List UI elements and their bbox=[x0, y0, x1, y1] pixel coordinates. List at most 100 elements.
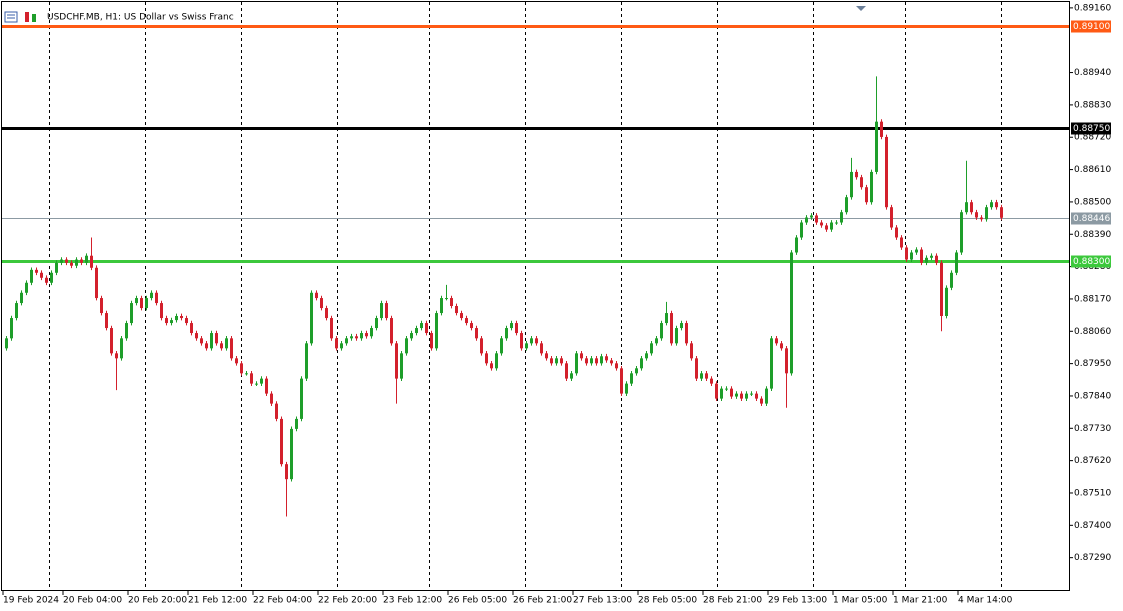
candle-body bbox=[135, 298, 138, 304]
candle-body bbox=[455, 305, 458, 314]
candle-body bbox=[495, 353, 498, 369]
candle-body bbox=[875, 121, 878, 172]
candle-body bbox=[490, 363, 493, 369]
candle-body bbox=[375, 318, 378, 329]
candle-body bbox=[905, 247, 908, 260]
candle-body bbox=[865, 187, 868, 203]
x-tick-label: 20 Feb 04:00 bbox=[63, 596, 122, 606]
candle-body bbox=[90, 255, 93, 268]
candle-body bbox=[115, 353, 118, 359]
candle-body bbox=[805, 217, 808, 223]
candle-body bbox=[505, 328, 508, 339]
candle-body bbox=[830, 222, 833, 230]
x-tick-label: 26 Feb 21:00 bbox=[513, 596, 572, 606]
candle-body bbox=[585, 358, 588, 364]
candle-body bbox=[345, 338, 348, 344]
candle-body bbox=[595, 358, 598, 364]
candle-body bbox=[500, 338, 503, 354]
y-tick-label: 0.88060 bbox=[1074, 327, 1111, 337]
candle-body bbox=[140, 298, 143, 309]
candle-body bbox=[570, 373, 573, 379]
menu-icon[interactable] bbox=[4, 11, 18, 23]
candle-body bbox=[540, 343, 543, 354]
candle-body bbox=[850, 171, 853, 198]
level-label: 0.88750 bbox=[1073, 124, 1110, 134]
candles bbox=[5, 76, 1003, 517]
candle-body bbox=[310, 292, 313, 344]
candle-body bbox=[450, 298, 453, 306]
candle-body bbox=[415, 328, 418, 334]
candle-body bbox=[360, 333, 363, 339]
candle-body bbox=[430, 333, 433, 349]
candle-body bbox=[45, 277, 48, 283]
candle-body bbox=[55, 262, 58, 273]
candle-body bbox=[185, 318, 188, 324]
candle-body bbox=[650, 343, 653, 354]
y-tick-label: 0.87730 bbox=[1074, 424, 1111, 434]
candle-body bbox=[800, 222, 803, 238]
y-tick-label: 0.88170 bbox=[1074, 294, 1111, 304]
candle-body bbox=[205, 343, 208, 349]
candle-body bbox=[1000, 207, 1003, 218]
y-tick-label: 0.87840 bbox=[1074, 391, 1111, 401]
y-tick-label: 0.87400 bbox=[1074, 521, 1111, 531]
candle-body bbox=[670, 313, 673, 344]
candle-icon[interactable] bbox=[25, 12, 29, 22]
candle-body bbox=[605, 356, 608, 361]
candle-body bbox=[950, 272, 953, 288]
candle-body bbox=[515, 323, 518, 334]
candle-body bbox=[575, 353, 578, 374]
level-label: 0.88446 bbox=[1073, 214, 1110, 224]
candle-body bbox=[900, 237, 903, 248]
level-label-box bbox=[1071, 20, 1111, 33]
plot-frame bbox=[1, 1, 1070, 591]
shift-marker[interactable] bbox=[856, 6, 866, 11]
candle-body bbox=[775, 338, 778, 344]
x-tick-label: 27 Feb 13:00 bbox=[573, 596, 632, 606]
level-label-box bbox=[1071, 122, 1111, 135]
candle-body bbox=[435, 313, 438, 349]
candle-body bbox=[280, 418, 283, 465]
candle-body bbox=[305, 343, 308, 379]
candle-body bbox=[885, 136, 888, 208]
candle-body bbox=[995, 202, 998, 208]
x-tick-label: 20 Feb 20:00 bbox=[128, 596, 187, 606]
vertical-grid bbox=[49, 2, 1002, 590]
candle-body bbox=[635, 368, 638, 374]
candle-body bbox=[985, 207, 988, 220]
candle-body bbox=[770, 338, 773, 389]
candle-body bbox=[825, 225, 828, 230]
candle-body bbox=[835, 222, 838, 224]
x-tick-label: 4 Mar 14:00 bbox=[958, 596, 1013, 606]
candle-body bbox=[895, 227, 898, 238]
candle-body bbox=[40, 272, 43, 278]
candle-body bbox=[145, 298, 148, 309]
axis: 0.87290 0.87400 0.87510 0.87620 0.87730 0.878… bbox=[2, 3, 1111, 606]
candle-body bbox=[50, 272, 53, 283]
candle-body bbox=[65, 259, 68, 263]
candle-body bbox=[290, 428, 293, 480]
candle-body bbox=[250, 373, 253, 384]
chart-title: USDCHF.MB, H1: US Dollar vs Swiss Franc bbox=[47, 13, 234, 23]
candle-body bbox=[485, 353, 488, 364]
candle-body bbox=[335, 338, 338, 349]
candle-body bbox=[750, 393, 753, 395]
candle-body bbox=[355, 336, 358, 339]
candle-body bbox=[210, 333, 213, 349]
candle-body bbox=[440, 298, 443, 314]
candle-body bbox=[165, 318, 168, 324]
candle-icon bbox=[32, 14, 36, 22]
x-tick-label: 21 Feb 12:00 bbox=[188, 596, 247, 606]
candle-body bbox=[600, 356, 603, 364]
y-tick-label: 0.87510 bbox=[1074, 488, 1111, 498]
candle-body bbox=[95, 267, 98, 299]
candle-body bbox=[395, 343, 398, 379]
candle-body bbox=[810, 215, 813, 218]
candle-body bbox=[460, 313, 463, 319]
candle-body bbox=[765, 388, 768, 404]
candle-body bbox=[125, 323, 128, 339]
candle-body bbox=[675, 328, 678, 344]
candle-body bbox=[410, 333, 413, 339]
